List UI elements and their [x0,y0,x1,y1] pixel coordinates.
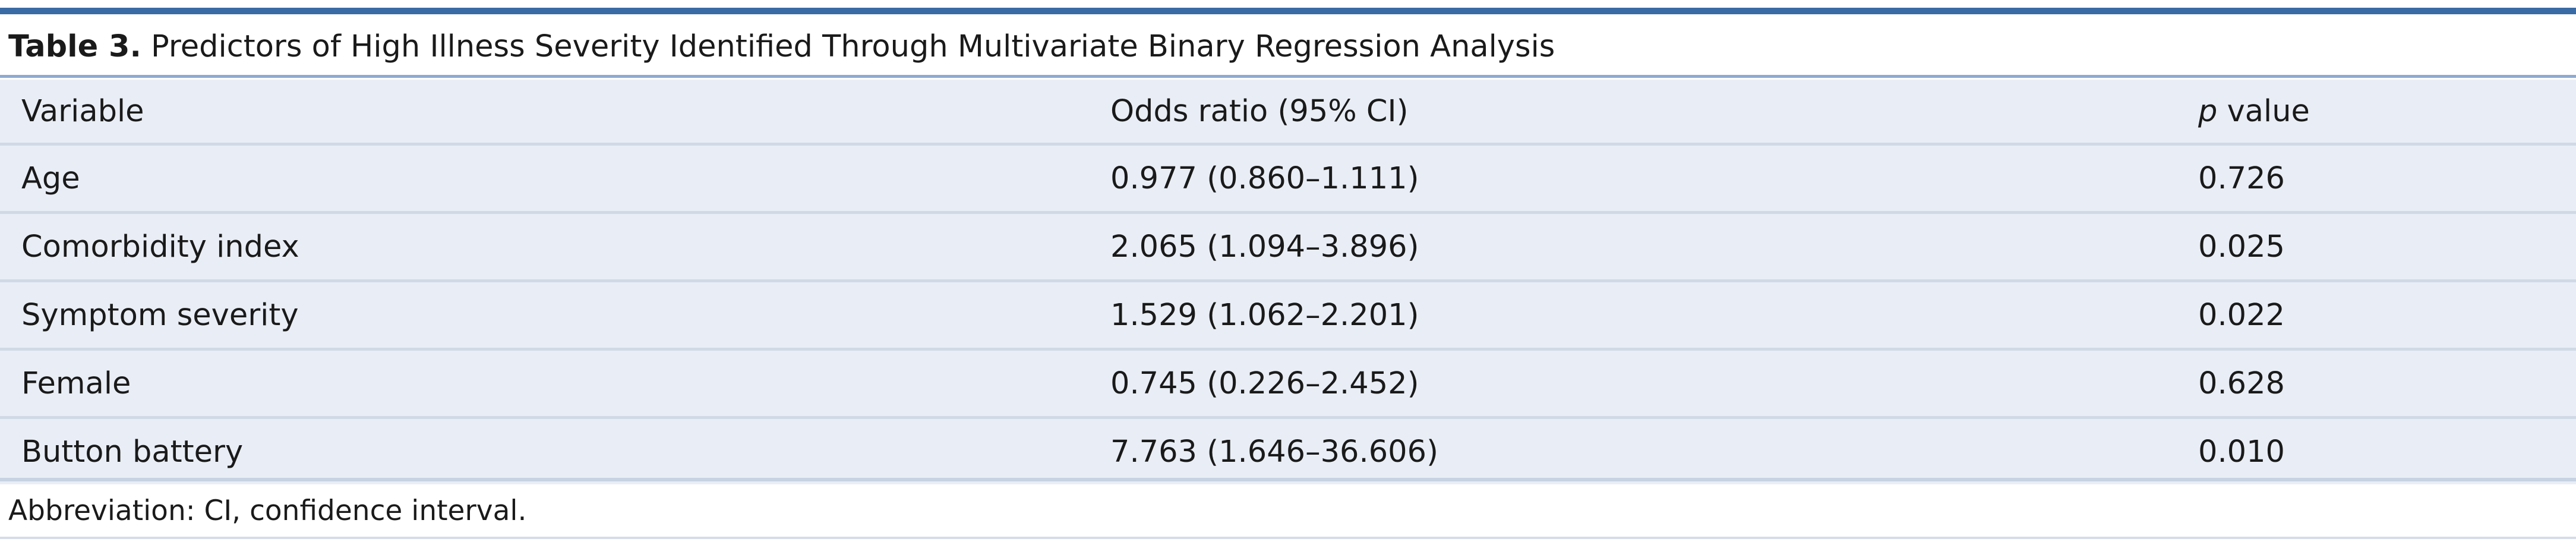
table-footnote: Abbreviation: CI, confidence interval. [8,494,527,527]
cell-odds-ratio: 1.529 (1.062–2.201) [1110,297,1419,333]
cell-p-value: 0.010 [2198,434,2285,470]
cell-variable: Age [21,160,80,196]
cell-odds-ratio: 7.763 (1.646–36.606) [1110,434,1438,470]
cell-variable: Symptom severity [21,297,299,333]
caption-rule [0,75,2576,78]
cell-odds-ratio: 0.745 (0.226–2.452) [1110,366,1419,401]
table-row: Female 0.745 (0.226–2.452) 0.628 [0,351,2576,419]
table-row: Button battery 7.763 (1.646–36.606) 0.01… [0,419,2576,484]
cell-variable: Button battery [21,434,244,470]
header-odds-ratio: Odds ratio (95% CI) [1110,93,1409,129]
header-p-value-rest: value [2217,93,2310,129]
table-bottom-rule [0,478,2576,481]
cell-p-value: 0.628 [2198,366,2285,401]
header-p-value-italic: p [2198,93,2218,129]
header-variable: Variable [21,93,144,129]
table-row: Symptom severity 1.529 (1.062–2.201) 0.0… [0,282,2576,351]
cell-variable: Female [21,366,131,401]
table-caption: Table 3. Predictors of High Illness Seve… [8,26,1555,68]
footnote-rule [0,537,2576,539]
header-p-value: p value [2198,80,2310,143]
cell-p-value: 0.025 [2198,229,2285,264]
table-caption-title: Predictors of High Illness Severity Iden… [151,29,1555,64]
regression-table: Variable Odds ratio (95% CI) p value Age… [0,80,2576,484]
cell-odds-ratio: 2.065 (1.094–3.896) [1110,229,1419,264]
table-row: Age 0.977 (0.860–1.111) 0.726 [0,146,2576,214]
table-row: Comorbidity index 2.065 (1.094–3.896) 0.… [0,214,2576,282]
cell-p-value: 0.726 [2198,160,2285,196]
cell-p-value: 0.022 [2198,297,2285,333]
top-rule [0,8,2576,14]
table-caption-label: Table 3. [8,29,141,64]
cell-odds-ratio: 0.977 (0.860–1.111) [1110,160,1419,196]
cell-variable: Comorbidity index [21,229,299,264]
table-header-row: Variable Odds ratio (95% CI) p value [0,80,2576,146]
